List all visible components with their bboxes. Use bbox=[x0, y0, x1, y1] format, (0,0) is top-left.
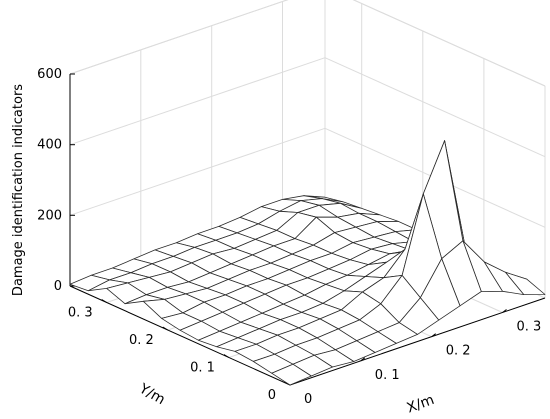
y-tick-2 bbox=[162, 326, 169, 331]
x-tick-label: 0. 3 bbox=[517, 320, 542, 335]
z-tick-label: 0 bbox=[54, 279, 62, 294]
grid-back-top-right bbox=[352, 0, 546, 87]
x-tick-label: 0. 2 bbox=[446, 344, 471, 359]
z-tick-label: 400 bbox=[37, 138, 62, 153]
y-tick-label: 0. 3 bbox=[68, 306, 93, 321]
y-tick-label: 0. 1 bbox=[190, 361, 215, 376]
y-tick-1 bbox=[223, 354, 230, 358]
axes bbox=[69, 73, 546, 386]
x-axis-label: X/m bbox=[405, 392, 437, 417]
surface-cell bbox=[271, 363, 312, 386]
grid-wall-z-right-3 bbox=[352, 0, 546, 87]
z-axis-label: Damage identification indicators bbox=[11, 84, 26, 296]
grid-wall-z-right-2 bbox=[324, 57, 546, 158]
x-tick-label: 0 bbox=[304, 392, 312, 407]
grid-back-top-left bbox=[69, 0, 289, 75]
y-tick-label: 0. 2 bbox=[129, 333, 154, 348]
z-tick-label: 200 bbox=[37, 208, 62, 223]
x-tick-3 bbox=[502, 309, 507, 313]
x-tick-2 bbox=[431, 333, 437, 338]
x-tick-label: 0. 1 bbox=[375, 368, 400, 383]
y-tick-3 bbox=[101, 299, 107, 303]
y-tick-label: 0 bbox=[268, 388, 276, 403]
grid-wall-z-back-3 bbox=[69, 0, 289, 75]
tick-labels: 0 200 400 600 0 0. 1 0. 2 0. 3 0 0. 1 0. 2 0. 3 bbox=[37, 67, 541, 407]
x-tick-1 bbox=[360, 357, 366, 362]
grid-wall-z-back-1 bbox=[69, 127, 326, 216]
surface-mesh bbox=[69, 140, 546, 386]
z-tick-label: 600 bbox=[37, 67, 62, 82]
y-axis-label: Y/m bbox=[135, 380, 167, 408]
grid-wall-z-back-2 bbox=[69, 57, 326, 146]
